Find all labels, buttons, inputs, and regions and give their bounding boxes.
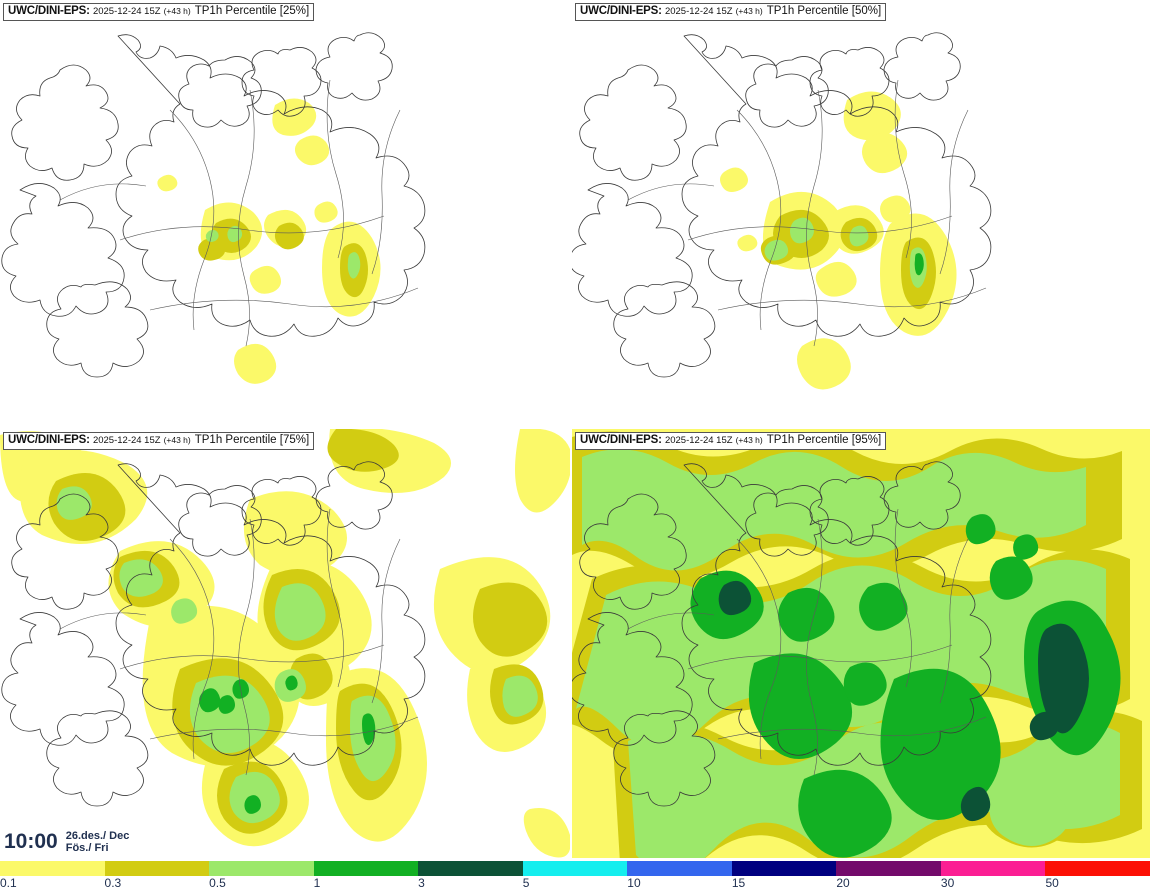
run-time: 2025-12-24 15Z: [92, 6, 161, 17]
field-label: TP1h Percentile [95%]: [766, 434, 882, 446]
valid-date: 26.des./ Dec: [65, 829, 130, 842]
colorbar-tick-labels: 0.1 0.3 0.5 1 3 5 10 15 20 30 50: [0, 876, 1150, 891]
map-canvas-p50: [572, 0, 1150, 427]
map-panel-p50[interactable]: UWC/DINI-EPS: 2025-12-24 15Z (+43 h) TP1…: [572, 0, 1150, 427]
colorbar-band-20[interactable]: [836, 861, 941, 876]
map-panel-p25[interactable]: UWC/DINI-EPS: 2025-12-24 15Z (+43 h) TP1…: [0, 0, 570, 427]
precip-field-p95: [572, 429, 1150, 858]
colorbar-tick-1: 1: [313, 876, 321, 890]
field-label: TP1h Percentile [50%]: [766, 5, 882, 17]
colorbar-band-1[interactable]: [313, 861, 419, 876]
model-name: UWC/DINI-EPS: [8, 434, 87, 446]
title-separator: :: [86, 434, 90, 446]
lead-time: (+43 h): [163, 435, 191, 445]
lead-time: (+43 h): [735, 6, 763, 16]
coastline-p50: [572, 32, 992, 378]
coastline-p95: [572, 461, 992, 807]
colorbar-band-0.3[interactable]: [104, 861, 210, 876]
model-name: UWC/DINI-EPS: [8, 5, 87, 17]
colorbar-tick-5: 5: [522, 876, 530, 890]
lead-time: (+43 h): [735, 435, 763, 445]
title-separator: :: [86, 5, 90, 17]
internal-boundaries-p50: [627, 79, 987, 347]
map-panel-p95[interactable]: UWC/DINI-EPS: 2025-12-24 15Z (+43 h) TP1…: [572, 429, 1150, 858]
map-canvas-p95: [572, 429, 1150, 858]
colorbar-bands[interactable]: [0, 861, 1150, 876]
coastline-p25: [1, 32, 426, 378]
valid-time-date-block: 26.des./ Dec Fös./ Fri: [66, 830, 130, 855]
precip-field-p50: [720, 91, 957, 390]
coastline-p75: [1, 461, 426, 807]
internal-boundaries-p25: [59, 79, 419, 347]
colorbar-band-0.1[interactable]: [0, 861, 105, 876]
field-label: TP1h Percentile [75%]: [194, 434, 310, 446]
colorbar-tick-0.1: 0.1: [0, 876, 17, 890]
valid-time-stamp: 10:00 26.des./ Dec Fös./ Fri: [0, 826, 155, 858]
colorbar-tick-30: 30: [940, 876, 955, 890]
run-time: 2025-12-24 15Z: [664, 435, 733, 446]
title-separator: :: [658, 434, 662, 446]
lead-time: (+43 h): [163, 6, 191, 16]
colorbar-tick-0.3: 0.3: [104, 876, 122, 890]
panel-title-p25: UWC/DINI-EPS: 2025-12-24 15Z (+43 h) TP1…: [3, 3, 315, 21]
colorbar[interactable]: 0.1 0.3 0.5 1 3 5 10 15 20 30 50: [0, 858, 1150, 891]
valid-weekday: Fös./ Fri: [65, 842, 109, 854]
colorbar-tick-10: 10: [627, 876, 641, 890]
map-canvas-p75: [0, 429, 570, 858]
title-separator: :: [658, 5, 662, 17]
colorbar-band-5[interactable]: [522, 861, 628, 876]
panel-title-p50: UWC/DINI-EPS: 2025-12-24 15Z (+43 h) TP1…: [575, 3, 887, 21]
run-time: 2025-12-24 15Z: [664, 6, 733, 17]
field-label: TP1h Percentile [25%]: [194, 5, 310, 17]
colorbar-band-3[interactable]: [418, 861, 523, 876]
colorbar-band-0.5[interactable]: [209, 861, 314, 876]
map-canvas-p25: [0, 0, 570, 427]
panel-title-p95: UWC/DINI-EPS: 2025-12-24 15Z (+43 h) TP1…: [575, 432, 887, 450]
colorbar-tick-3: 3: [418, 876, 425, 890]
colorbar-tick-15: 15: [731, 876, 746, 890]
colorbar-band-50[interactable]: [1045, 861, 1150, 876]
run-time: 2025-12-24 15Z: [92, 435, 161, 446]
precip-field-p75: [0, 429, 570, 858]
colorbar-tick-50: 50: [1045, 876, 1059, 890]
model-name: UWC/DINI-EPS: [580, 5, 659, 17]
colorbar-tick-0.5: 0.5: [209, 876, 226, 890]
map-panel-p75[interactable]: UWC/DINI-EPS: 2025-12-24 15Z (+43 h) TP1…: [0, 429, 570, 858]
precip-field-p25: [157, 98, 381, 384]
internal-boundaries-p95: [627, 508, 987, 776]
colorbar-band-30[interactable]: [940, 861, 1046, 876]
internal-boundaries-p75: [59, 508, 419, 776]
panel-grid: UWC/DINI-EPS: 2025-12-24 15Z (+43 h) TP1…: [0, 0, 1150, 858]
valid-time-clock: 10:00: [4, 830, 58, 853]
colorbar-band-15[interactable]: [731, 861, 837, 876]
model-name: UWC/DINI-EPS: [580, 434, 659, 446]
colorbar-tick-20: 20: [836, 876, 850, 890]
panel-title-p75: UWC/DINI-EPS: 2025-12-24 15Z (+43 h) TP1…: [3, 432, 315, 450]
colorbar-band-10[interactable]: [627, 861, 732, 876]
